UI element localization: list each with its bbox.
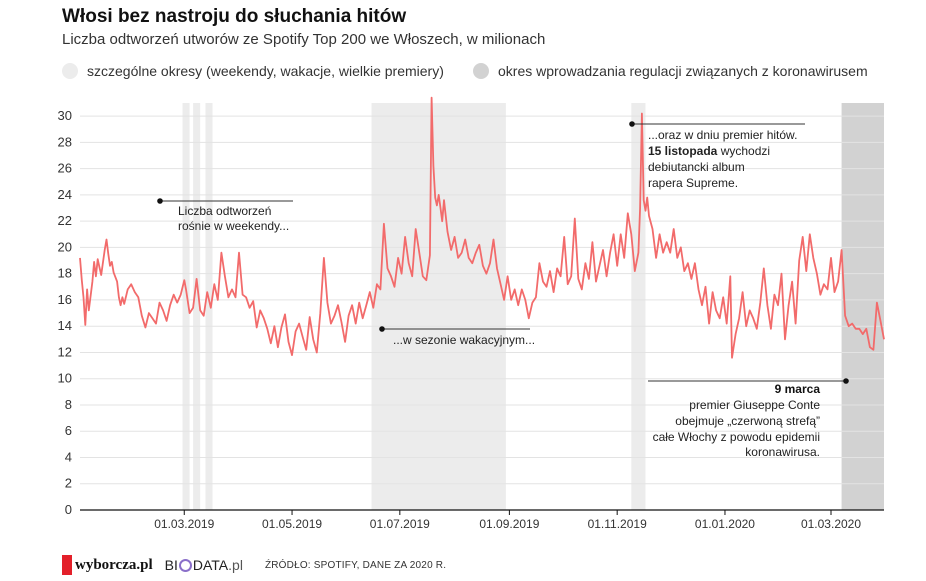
y-tick-label: 8 — [65, 397, 72, 412]
annotation-premiere-rest: wychodzi — [717, 144, 770, 158]
x-tick-label: 01.03.2019 — [154, 517, 214, 531]
annotation-covid-text1: 9 marca — [775, 382, 821, 396]
wyborcza-logo-mark — [62, 555, 72, 575]
annotation-weekend: Liczba odtworzeń rośnie w weekendy... — [157, 198, 293, 233]
y-tick-label: 16 — [58, 292, 72, 307]
y-tick-label: 30 — [58, 108, 72, 123]
annotation-premiere-text2: 15 listopada wychodzi — [648, 144, 770, 158]
chart-title: Włosi bez nastroju do słuchania hitów — [62, 6, 407, 27]
legend-covid-label: okres wprowadzania regulacji związanych … — [498, 63, 868, 79]
annotation-covid-text4: całe Włochy z powodu epidemii — [653, 430, 820, 444]
annotation-premiere: ...oraz w dniu premier hitów. 15 listopa… — [629, 121, 805, 190]
biqdata-logo: BI DATA .pl — [165, 557, 243, 573]
x-axis-ticks: 01.03.2019 01.05.2019 01.07.2019 01.09.2019… — [154, 510, 861, 531]
source-note: ŹRÓDŁO: SPOTIFY, DANE ZA 2020 R. — [264, 559, 447, 571]
series-line — [79, 96, 885, 359]
biqdata-logo-c: .pl — [228, 557, 243, 573]
y-tick-label: 0 — [65, 502, 72, 517]
x-tick-label: 01.03.2020 — [801, 517, 861, 531]
legend-special-swatch — [62, 63, 78, 79]
annotation-covid-text5: koronawirusa. — [745, 445, 820, 459]
biqdata-logo-b: DATA — [192, 557, 229, 573]
x-tick-label: 01.09.2019 — [479, 517, 539, 531]
biqdata-logo-a: BI — [164, 557, 178, 573]
shaded-regions — [182, 103, 884, 510]
annotation-summer: ...w sezonie wakacyjnym... — [379, 326, 535, 347]
x-tick-label: 01.05.2019 — [262, 517, 322, 531]
y-tick-label: 14 — [58, 318, 72, 333]
annotation-weekend-text2: rośnie w weekendy... — [178, 219, 289, 233]
shaded-region-special — [193, 103, 201, 510]
annotation-premiere-text1: ...oraz w dniu premier hitów. — [648, 128, 797, 142]
y-tick-label: 18 — [58, 266, 72, 281]
legend-covid-swatch — [473, 63, 489, 79]
y-tick-label: 6 — [65, 423, 72, 438]
shaded-region-special — [205, 103, 213, 510]
chart-subtitle: Liczba odtworzeń utworów ze Spotify Top … — [62, 31, 546, 48]
annotation-premiere-dot — [629, 121, 635, 127]
annotation-premiere-text3: debiutancki album — [648, 160, 745, 174]
annotation-premiere-bold: 15 listopada — [648, 144, 718, 158]
y-tick-label: 24 — [58, 187, 72, 202]
legend-covid: okres wprowadzania regulacji związanych … — [473, 63, 868, 79]
annotation-summer-text: ...w sezonie wakacyjnym... — [393, 333, 535, 347]
legend-special: szczególne okresy (weekendy, wakacje, wi… — [62, 63, 444, 79]
x-tick-label: 01.11.2019 — [588, 517, 647, 531]
y-tick-label: 4 — [65, 449, 72, 464]
annotation-weekend-text1: Liczba odtworzeń — [178, 204, 271, 218]
annotation-covid: 9 marca premier Giuseppe Conte obejmuje … — [648, 378, 849, 459]
y-tick-label: 22 — [58, 213, 72, 228]
annotation-premiere-text4: rapera Supreme. — [648, 176, 738, 190]
shaded-region-special — [371, 103, 506, 510]
footer: wyborcza.pl BI DATA .pl ŹRÓDŁO: SPOTIFY, D… — [62, 555, 446, 575]
y-tick-label: 20 — [58, 239, 72, 254]
y-tick-label: 2 — [65, 476, 72, 491]
magnifier-icon — [178, 558, 192, 572]
wyborcza-logo: wyborcza.pl — [62, 555, 153, 575]
annotation-covid-dot — [843, 378, 849, 384]
annotation-weekend-dot — [157, 198, 163, 204]
legend-special-label: szczególne okresy (weekendy, wakacje, wi… — [87, 63, 444, 79]
x-tick-label: 01.07.2019 — [370, 517, 430, 531]
gridlines — [80, 115, 884, 511]
shaded-region-special — [631, 103, 646, 510]
y-tick-label: 12 — [58, 344, 72, 359]
x-tick-label: 01.01.2020 — [695, 517, 755, 531]
wyborcza-logo-text: wyborcza.pl — [75, 556, 153, 573]
annotation-covid-text2: premier Giuseppe Conte — [689, 398, 820, 412]
shaded-region-special — [182, 103, 190, 510]
y-tick-label: 10 — [58, 371, 72, 386]
annotation-covid-text3: obejmuje „czerwoną strefą” — [675, 414, 820, 428]
y-tick-label: 28 — [58, 134, 72, 149]
annotation-summer-dot — [379, 326, 385, 332]
y-tick-label: 26 — [58, 161, 72, 176]
